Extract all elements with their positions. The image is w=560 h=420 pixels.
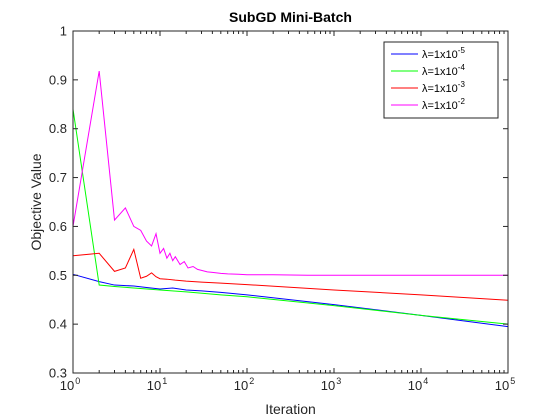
legend: λ=1x10-5 λ=1x10-4 λ=1x10-3 λ=1x10-2 [383,41,499,119]
y-tick-label: 0.6 [49,219,67,234]
series-line-3 [72,247,509,301]
x-axis-label: Iteration [265,401,316,417]
legend-entry-3: λ=1x10-3 [422,80,465,95]
y-tick-label: 0.5 [49,268,67,283]
legend-entry-1: λ=1x10-5 [422,46,465,61]
y-tick-label: 1 [60,24,67,39]
y-tick-label: 0.7 [49,170,67,185]
y-axis-label: Objective Value [28,153,44,250]
legend-entry-2: λ=1x10-4 [422,63,465,78]
y-tick-label: 0.8 [49,121,67,136]
legend-entry-4: λ=1x10-2 [422,97,465,112]
series-line-4 [72,70,508,276]
series-layer [72,70,509,328]
y-tick-label: 0.4 [49,317,67,332]
y-tick-label: 0.3 [49,366,67,381]
axes-box [72,30,509,374]
series-line-2 [72,109,509,325]
y-tick-label: 0.9 [49,72,67,87]
chart-title: SubGD Mini-Batch [229,9,352,25]
series-line-1 [72,273,509,328]
